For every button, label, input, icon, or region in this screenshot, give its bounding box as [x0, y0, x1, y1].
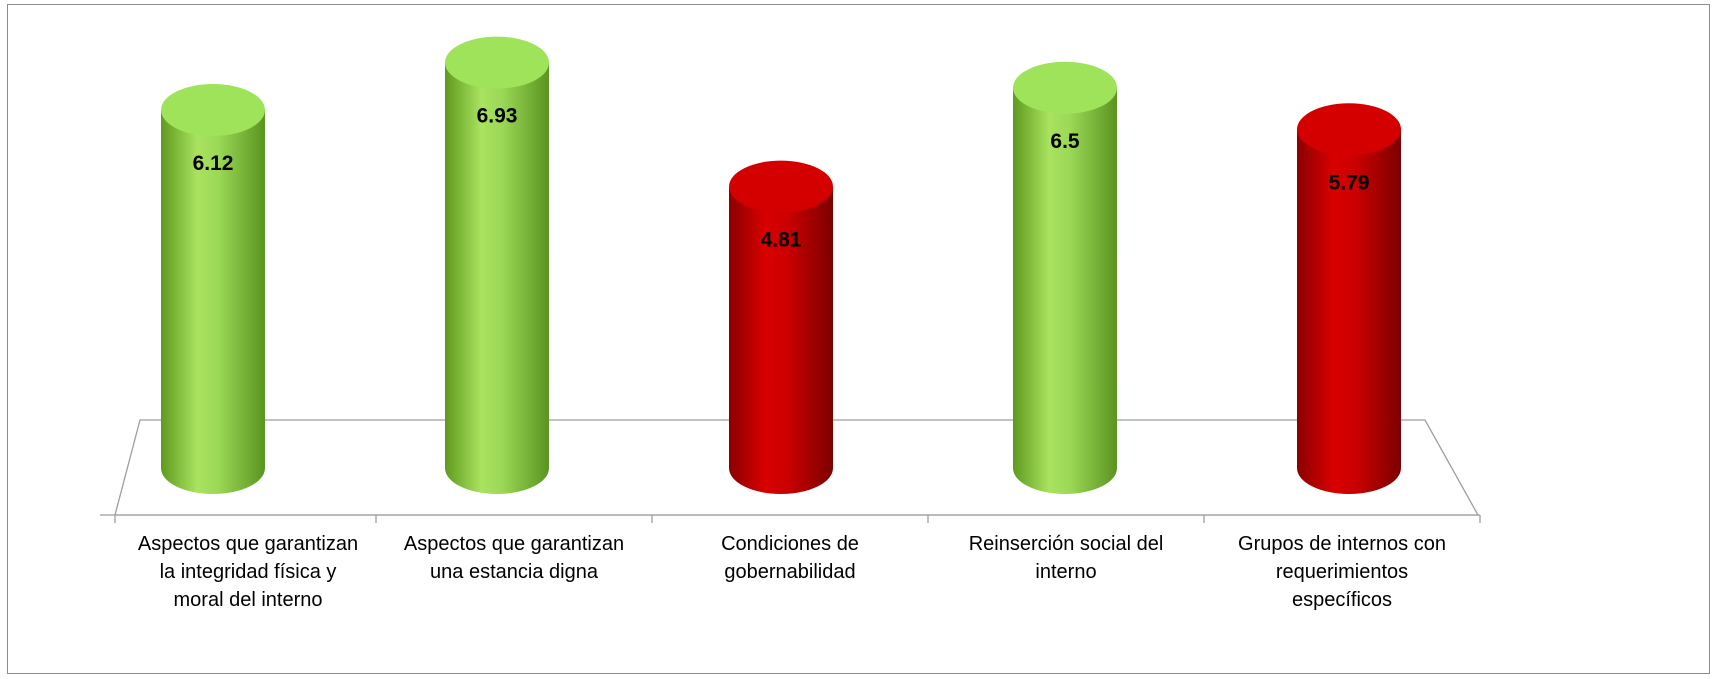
category-label: Grupos de internos con requerimientos espe… — [1217, 530, 1467, 614]
category-label-line: moral del interno — [173, 589, 323, 611]
data-label: 5.79 — [1329, 171, 1370, 194]
bar-4 — [1013, 61, 1117, 494]
bar-body — [1013, 87, 1117, 494]
bar-2 — [445, 36, 549, 494]
category-label: Condiciones de gobernabilidad — [665, 530, 915, 586]
category-label-line: una estancia digna — [430, 561, 598, 583]
category-label: Aspectos que garantizan la integridad fís… — [123, 530, 373, 614]
category-label-line: Reinserción social del — [968, 533, 1164, 555]
bar-top — [445, 36, 549, 89]
bar-body — [445, 62, 549, 494]
bar-1 — [161, 83, 265, 494]
bar-body — [1297, 129, 1401, 494]
category-label-line: específicos — [1291, 589, 1393, 611]
value-labels: 6.12 6.93 4.81 6.5 5.79 — [193, 105, 1370, 252]
category-label-line: Condiciones de — [721, 533, 859, 555]
category-label-line: Grupos de internos con — [1238, 533, 1446, 555]
category-label-line: la integridad física y — [159, 561, 337, 583]
category-label-line: Aspectos que garantizan — [403, 533, 625, 555]
category-label-line: requerimientos — [1275, 561, 1409, 583]
bar-top — [729, 160, 833, 213]
bar-top — [1013, 61, 1117, 114]
bar-body — [729, 186, 833, 495]
category-label: Reinserción social del interno — [941, 530, 1191, 586]
category-label-line: interno — [1035, 561, 1097, 583]
bar-top — [1297, 103, 1401, 156]
chart-frame — [7, 4, 1710, 674]
bar-3 — [729, 160, 833, 495]
category-label-line: Aspectos que garantizan — [137, 533, 359, 555]
data-label: 6.93 — [477, 105, 518, 128]
bar-5 — [1297, 103, 1401, 494]
bar-top — [161, 83, 265, 136]
data-label: 6.5 — [1050, 130, 1080, 153]
category-label: Aspectos que garantizan una estancia dign… — [389, 530, 639, 586]
bar-body — [161, 109, 265, 494]
data-label: 4.81 — [761, 229, 802, 252]
data-label: 6.12 — [193, 152, 234, 175]
x-axis-ticks — [114, 515, 1481, 523]
category-label-line: gobernabilidad — [724, 561, 856, 583]
bars — [161, 36, 1401, 495]
